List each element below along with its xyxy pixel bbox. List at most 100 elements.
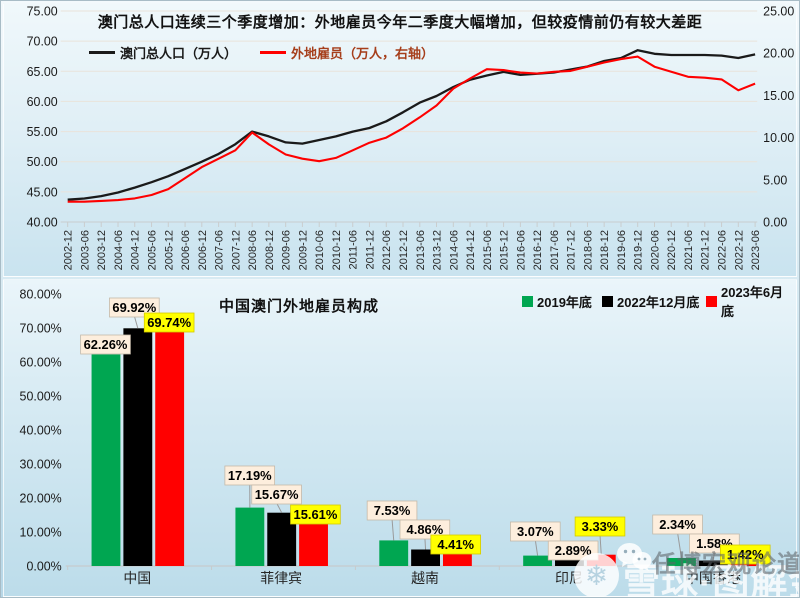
- value-label: 15.67%: [255, 487, 299, 502]
- x-axis-label: 2004-06: [113, 230, 125, 270]
- bar-2022年12月底-印尼: [555, 556, 584, 566]
- x-axis-label: 2005-12: [163, 230, 175, 270]
- legend-item-2019: 2019年底: [522, 294, 592, 310]
- category-label-菲律宾: 菲律宾: [260, 570, 302, 586]
- line-chart-title: 澳门总人口连续三个季度增加：外地雇员今年二季度大幅增加，但较疫情前仍有较大差距: [97, 14, 703, 31]
- bar-2019年底-中国: [91, 354, 121, 566]
- x-axis-label: 2011-12: [364, 230, 376, 270]
- bar-2023年6月底-中国: [155, 328, 185, 566]
- value-label: 2.34%: [659, 517, 696, 532]
- bar-2023年6月底-越南: [442, 551, 472, 566]
- x-axis-label: 2019-12: [633, 230, 645, 270]
- employee-composition-bar-chart: 0.00% 10.00% 20.00% 30.00% 40.00% 50.00% 60.00…: [20, 287, 793, 586]
- value-label: 4.86%: [407, 522, 444, 537]
- category-label-中国香港: 中国香港: [685, 570, 741, 586]
- value-label: 3.07%: [517, 524, 554, 539]
- legend-item-2023: 2023年6月底: [706, 285, 796, 319]
- value-label-box: [80, 334, 131, 355]
- line-chart-left-axis-labels: 40.00 45.00 50.00 55.00 60.00 65.00 70.00 75.00: [27, 4, 58, 229]
- legend-label-2023: 2023年6月底: [720, 285, 784, 319]
- value-label-leader: [677, 532, 682, 559]
- x-axis-label: 2020-06: [650, 230, 662, 270]
- x-axis-label: 2015-12: [499, 230, 511, 270]
- x-axis-label: 2007-06: [214, 230, 226, 270]
- total-population-line-swatch: [89, 50, 115, 54]
- bar-y-axis-tick-label: 0.00%: [26, 559, 61, 573]
- legend-item-2022: 2022年12月底: [602, 294, 700, 310]
- x-axis-label: 2019-06: [616, 230, 628, 270]
- x-axis-label: 2010-06: [314, 230, 326, 270]
- x-axis-label: 2013-06: [415, 230, 427, 270]
- x-axis-label: 2004-12: [130, 230, 142, 270]
- line-chart-series: [67, 49, 756, 203]
- x-axis-label: 2022-12: [733, 230, 745, 270]
- x-axis-label: 2009-06: [281, 230, 293, 270]
- value-label: 4.41%: [437, 537, 474, 552]
- x-axis-label: 2008-06: [247, 230, 259, 270]
- x-axis-label: 2014-12: [465, 230, 477, 270]
- value-label-box: [574, 516, 626, 537]
- x-axis-label: 2018-06: [582, 230, 594, 270]
- right-axis-tick-label: 10.00: [763, 131, 794, 145]
- value-label-leader: [133, 315, 139, 329]
- line-chart-x-axis: [60, 221, 758, 227]
- legend-swatch-2022: [602, 295, 613, 307]
- bar-chart-title: 中国澳门外地雇员构成: [218, 298, 379, 315]
- x-axis-label: 2010-12: [331, 230, 343, 270]
- x-axis-label: 2003-06: [79, 230, 91, 270]
- x-axis-label: 2012-12: [398, 230, 410, 270]
- left-axis-tick-label: 40.00: [27, 215, 58, 229]
- x-axis-label: 2003-12: [96, 230, 108, 270]
- left-axis-tick-label: 55.00: [27, 125, 58, 139]
- value-label-box: [290, 504, 341, 525]
- wechat-icon: [616, 542, 652, 577]
- value-label: 2.89%: [555, 543, 592, 558]
- value-label-box: [143, 312, 195, 333]
- value-label-box: [399, 519, 451, 540]
- line-chart-panel: 40.00 45.00 50.00 55.00 60.00 65.00 70.00 75.00…: [3, 3, 797, 277]
- line-chart-right-axis-labels: 0.00 5.00 10.00 15.00 20.00 25.00: [763, 4, 794, 229]
- legend-label-foreign-employees: 外地雇员（万人，右轴）: [291, 45, 435, 61]
- x-axis-label: 2021-06: [683, 230, 695, 270]
- left-axis-tick-label: 45.00: [27, 185, 58, 199]
- left-axis-tick-label: 50.00: [27, 155, 58, 169]
- total-population-line: [67, 49, 756, 201]
- legend-item-foreign-employees: 外地雇员（万人，右轴）: [260, 44, 435, 61]
- value-label-leader: [599, 534, 602, 555]
- category-label-中国: 中国: [123, 570, 151, 586]
- right-axis-tick-label: 25.00: [763, 4, 794, 18]
- value-label: 3.33%: [582, 519, 619, 534]
- bar-chart-value-labels: 62.26% 69.92%69.74% 17.19% 15.67% 15.61% 7.53…: [80, 297, 771, 565]
- bar-chart-bars: [91, 328, 760, 566]
- bar-2019年底-中国香港: [667, 558, 696, 566]
- bar-2019年底-印尼: [523, 555, 553, 566]
- value-label-box: [109, 297, 160, 318]
- bar-chart-y-axis-labels: 0.00% 10.00% 20.00% 30.00% 40.00% 50.00% 60.00…: [20, 287, 62, 573]
- value-label-leader: [276, 502, 283, 513]
- value-label-leader: [424, 537, 427, 550]
- x-axis-label: 2016-06: [515, 230, 527, 270]
- bar-y-axis-tick-label: 80.00%: [20, 287, 62, 301]
- population-line-chart: 40.00 45.00 50.00 55.00 60.00 65.00 70.00 75.00…: [27, 4, 795, 270]
- x-axis-label: 2022-06: [717, 230, 729, 270]
- line-chart-x-axis-labels: 2002-12 2003-06 2003-12 2004-06 2004-12 2005-…: [63, 230, 762, 270]
- x-axis-label: 2011-06: [348, 230, 360, 270]
- value-label-box: [430, 534, 481, 555]
- x-axis-label: 2021-12: [700, 230, 712, 270]
- value-label: 1.42%: [727, 547, 764, 562]
- value-label-box: [366, 500, 418, 521]
- snowflake-icon: ❄: [584, 560, 609, 591]
- x-axis-label: 2008-12: [264, 230, 276, 270]
- bar-2019年底-越南: [379, 540, 409, 566]
- category-label-越南: 越南: [411, 570, 439, 586]
- value-label-box: [719, 544, 771, 565]
- bar-y-axis-tick-label: 20.00%: [20, 491, 62, 505]
- foreign-employees-line: [67, 55, 756, 203]
- bar-y-axis-tick-label: 30.00%: [20, 457, 62, 471]
- x-axis-label: 2009-12: [297, 230, 309, 270]
- line-chart-gridlines: [60, 10, 758, 223]
- legend-label-2022: 2022年12月底: [617, 294, 700, 310]
- x-axis-label: 2006-12: [197, 230, 209, 270]
- bar-chart-category-labels: 中国 菲律宾 越南 印尼 中国香港: [123, 570, 740, 586]
